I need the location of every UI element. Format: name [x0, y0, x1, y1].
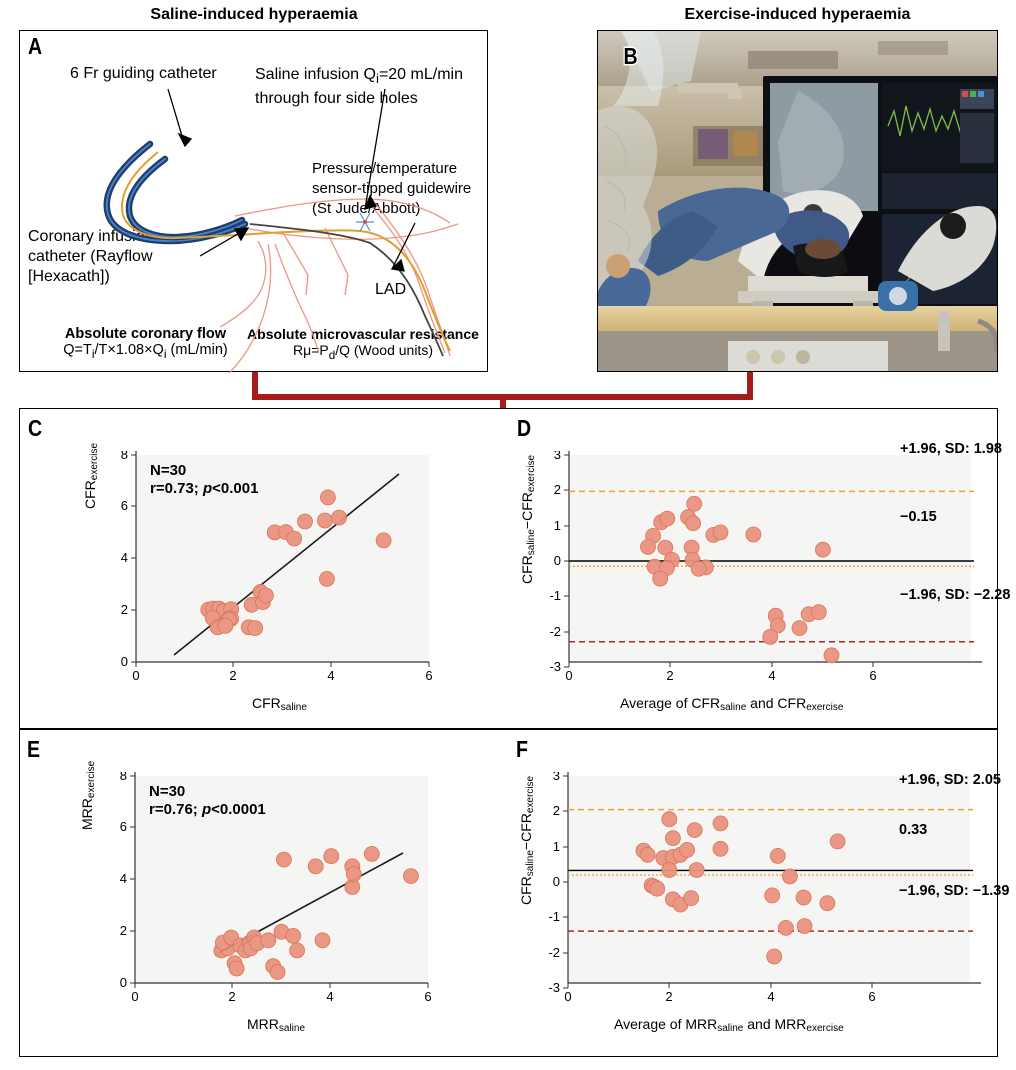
- svg-text:6: 6: [121, 498, 128, 513]
- svg-text:-3: -3: [549, 659, 561, 674]
- svg-text:2: 2: [120, 923, 127, 938]
- svg-text:2: 2: [665, 989, 672, 1002]
- svg-text:6: 6: [425, 668, 432, 681]
- svg-text:0: 0: [565, 668, 572, 681]
- svg-text:0: 0: [564, 989, 571, 1002]
- svg-text:-1: -1: [549, 588, 561, 603]
- svg-text:0: 0: [120, 975, 127, 990]
- svg-text:4: 4: [327, 668, 334, 681]
- svg-text:0: 0: [121, 654, 128, 669]
- svg-text:1: 1: [553, 839, 560, 854]
- svg-text:6: 6: [869, 668, 876, 681]
- svg-text:6: 6: [120, 819, 127, 834]
- svg-text:4: 4: [121, 550, 128, 565]
- svg-text:2: 2: [229, 668, 236, 681]
- svg-text:4: 4: [326, 989, 333, 1002]
- svg-text:2: 2: [666, 668, 673, 681]
- svg-text:0: 0: [554, 553, 561, 568]
- svg-text:2: 2: [121, 602, 128, 617]
- svg-text:0: 0: [131, 989, 138, 1002]
- svg-text:2: 2: [228, 989, 235, 1002]
- svg-text:3: 3: [553, 772, 560, 783]
- svg-text:0: 0: [132, 668, 139, 681]
- svg-text:6: 6: [868, 989, 875, 1002]
- svg-text:6: 6: [424, 989, 431, 1002]
- svg-text:4: 4: [120, 871, 127, 886]
- svg-text:8: 8: [120, 772, 127, 783]
- svg-text:2: 2: [554, 482, 561, 497]
- svg-text:-3: -3: [548, 980, 560, 995]
- svg-text:-1: -1: [548, 909, 560, 924]
- svg-text:2: 2: [553, 803, 560, 818]
- svg-text:-2: -2: [548, 945, 560, 960]
- svg-text:B: B: [624, 44, 638, 70]
- svg-text:3: 3: [554, 451, 561, 462]
- svg-text:4: 4: [767, 989, 774, 1002]
- svg-text:8: 8: [121, 451, 128, 462]
- svg-text:0: 0: [553, 874, 560, 889]
- svg-text:1: 1: [554, 518, 561, 533]
- svg-text:4: 4: [768, 668, 775, 681]
- svg-text:-2: -2: [549, 624, 561, 639]
